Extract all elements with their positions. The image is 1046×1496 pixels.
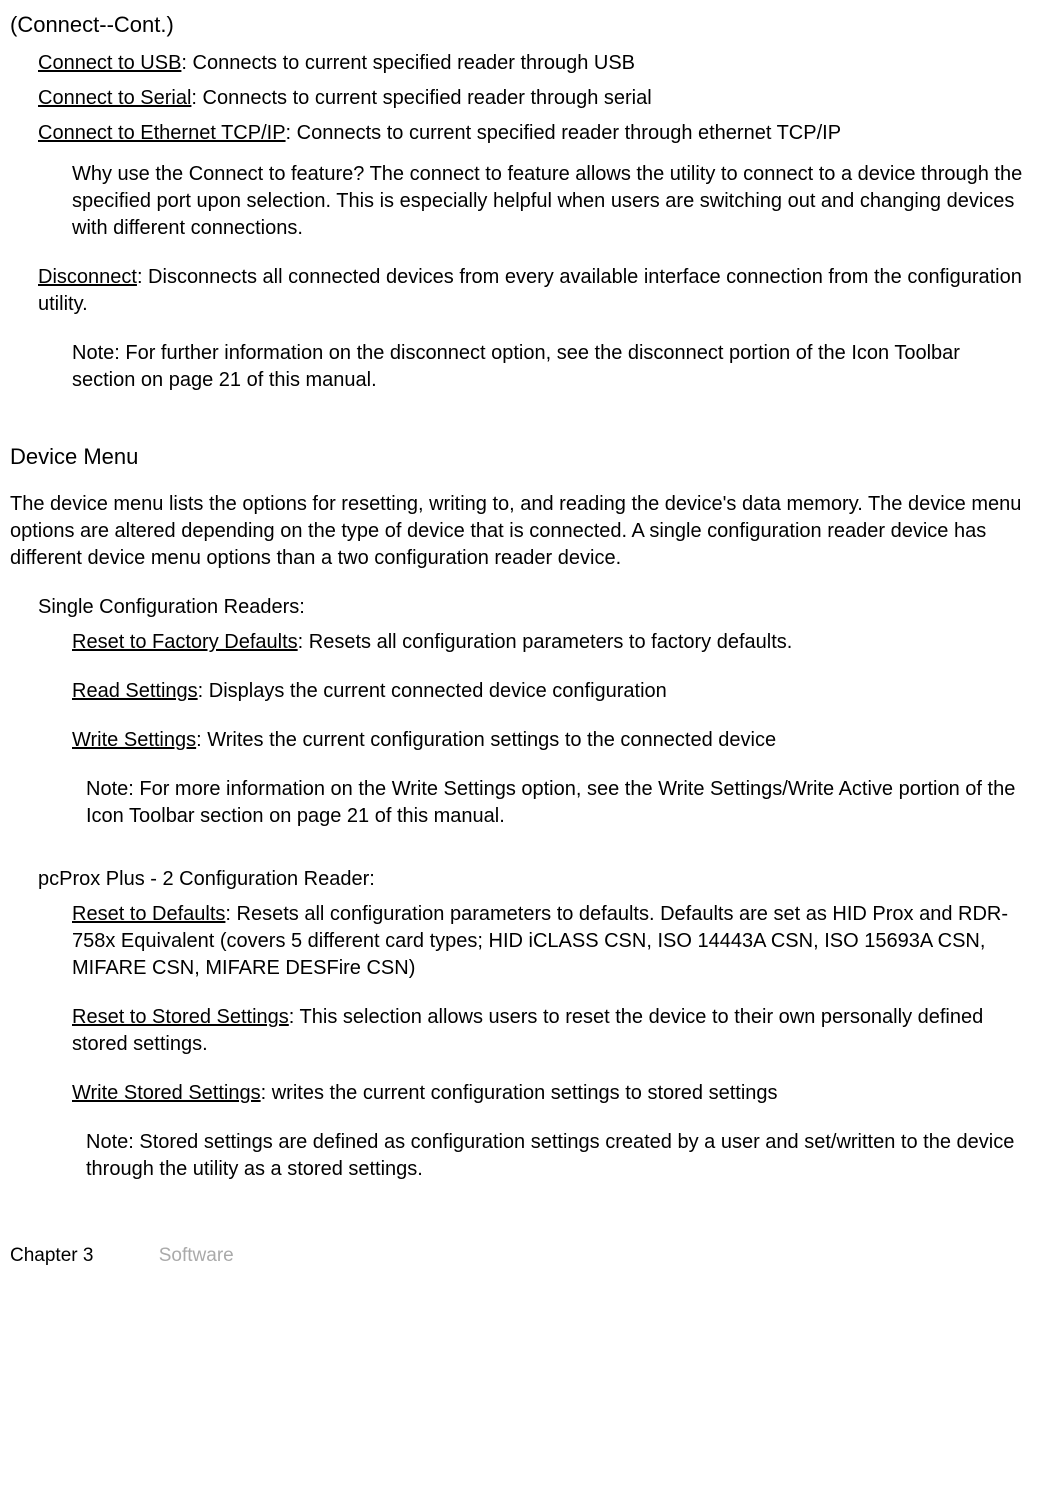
- reset-factory-desc: : Resets all configuration parameters to…: [298, 631, 793, 653]
- write-stored-line: Write Stored Settings: writes the curren…: [72, 1080, 1026, 1107]
- pcprox-heading: pcProx Plus - 2 Configuration Reader:: [38, 866, 1026, 893]
- connect-serial-desc: : Connects to current specified reader t…: [191, 87, 651, 109]
- reset-defaults-line: Reset to Defaults: Resets all configurat…: [72, 901, 1026, 982]
- connect-ethernet-desc: : Connects to current specified reader t…: [286, 122, 842, 144]
- single-config-heading: Single Configuration Readers:: [38, 594, 1026, 621]
- connect-ethernet-label: Connect to Ethernet TCP/IP: [38, 122, 286, 144]
- connect-usb-desc: : Connects to current specified reader t…: [181, 52, 635, 74]
- device-menu-intro: The device menu lists the options for re…: [10, 491, 1026, 572]
- disconnect-note: Note: For further information on the dis…: [72, 340, 1026, 394]
- reset-factory-line: Reset to Factory Defaults: Resets all co…: [72, 629, 1026, 656]
- why-use-text: Why use the Connect to feature? The conn…: [72, 161, 1026, 242]
- reset-stored-line: Reset to Stored Settings: This selection…: [72, 1004, 1026, 1058]
- read-settings-desc: : Displays the current connected device …: [198, 680, 667, 702]
- disconnect-label: Disconnect: [38, 266, 137, 288]
- footer-software: Software: [159, 1243, 234, 1269]
- write-stored-label: Write Stored Settings: [72, 1082, 261, 1104]
- connect-serial-line: Connect to Serial: Connects to current s…: [38, 85, 1026, 112]
- connect-cont-header: (Connect--Cont.): [10, 10, 1026, 40]
- write-stored-desc: : writes the current configuration setti…: [261, 1082, 778, 1104]
- reset-defaults-label: Reset to Defaults: [72, 903, 225, 925]
- device-menu-heading: Device Menu: [10, 442, 1026, 472]
- reset-stored-label: Reset to Stored Settings: [72, 1006, 289, 1028]
- write-settings-label: Write Settings: [72, 729, 196, 751]
- page-footer: Chapter 3 Software: [10, 1243, 1026, 1269]
- reset-factory-label: Reset to Factory Defaults: [72, 631, 298, 653]
- connect-usb-line: Connect to USB: Connects to current spec…: [38, 50, 1026, 77]
- connect-serial-label: Connect to Serial: [38, 87, 191, 109]
- footer-chapter: Chapter 3: [10, 1243, 93, 1269]
- write-settings-note: Note: For more information on the Write …: [86, 776, 1026, 830]
- stored-note: Note: Stored settings are defined as con…: [86, 1129, 1026, 1183]
- connect-ethernet-line: Connect to Ethernet TCP/IP: Connects to …: [38, 120, 1026, 147]
- read-settings-label: Read Settings: [72, 680, 198, 702]
- read-settings-line: Read Settings: Displays the current conn…: [72, 678, 1026, 705]
- disconnect-line: Disconnect: Disconnects all connected de…: [38, 264, 1026, 318]
- connect-usb-label: Connect to USB: [38, 52, 181, 74]
- write-settings-line: Write Settings: Writes the current confi…: [72, 727, 1026, 754]
- write-settings-desc: : Writes the current configuration setti…: [196, 729, 776, 751]
- disconnect-desc: : Disconnects all connected devices from…: [38, 266, 1022, 315]
